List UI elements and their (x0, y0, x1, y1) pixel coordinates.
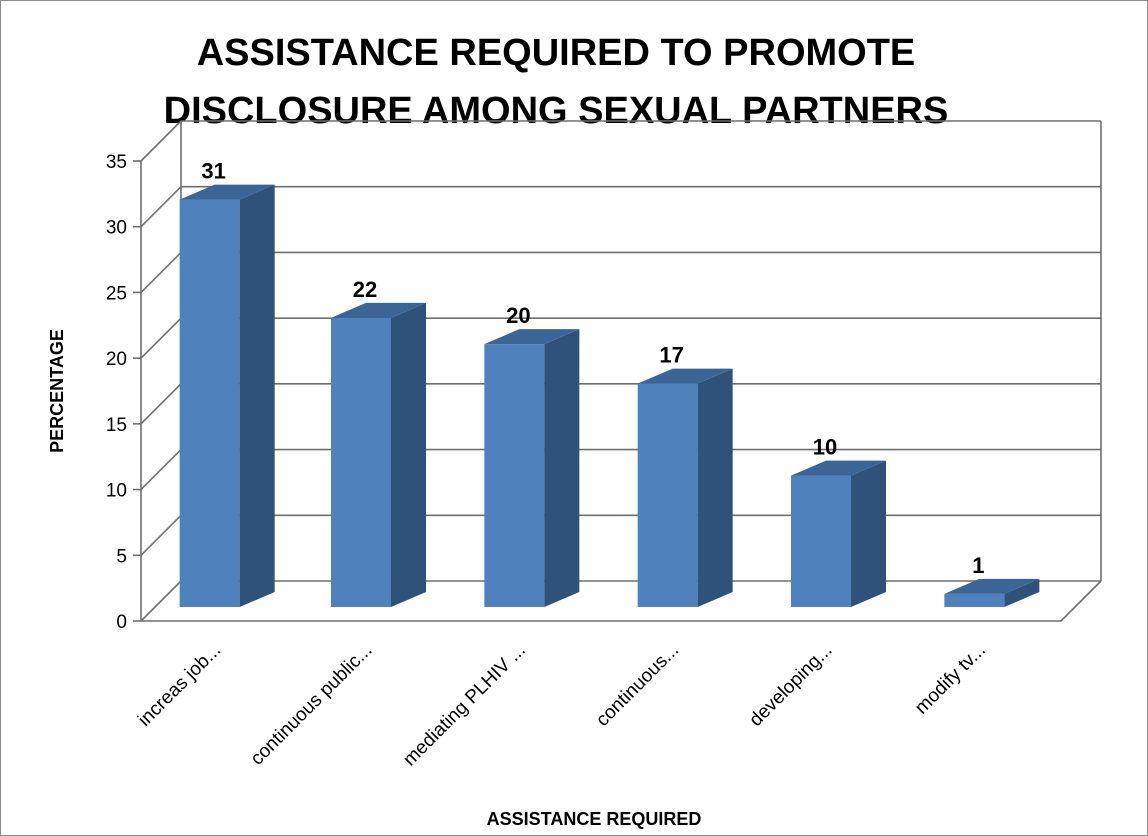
bar-front-4 (791, 475, 851, 607)
bar-front-5 (944, 593, 1005, 607)
bar-series: 31 22 20 17 10 1 (179, 159, 1040, 608)
data-label-0: 31 (201, 159, 225, 184)
bar-top-3 (637, 368, 733, 384)
category-label-4: developing... (745, 640, 836, 731)
y-tick-label: 5 (116, 546, 127, 567)
bar-top-4 (791, 460, 886, 476)
data-label-4: 10 (813, 435, 837, 460)
gridline-side-7 (140, 120, 182, 162)
chart-title-line-1: ASSISTANCE REQUIRED TO PROMOTE (197, 32, 916, 74)
y-tick-label: 20 (106, 349, 127, 370)
category-label-1: continuous public... (247, 640, 377, 770)
gridline-side-2 (140, 449, 182, 491)
bar-side-4 (851, 460, 886, 607)
category-axis-labels: increas job... continuous public... mediat… (134, 640, 990, 771)
bar-side-5 (1004, 578, 1040, 607)
y-tick-label: 15 (106, 415, 127, 436)
value-axis: 0 5 10 15 20 25 30 35 (106, 152, 142, 633)
floor-front-edge (141, 580, 1102, 622)
bar-top-1 (331, 302, 426, 318)
y-tick-label: 35 (106, 152, 127, 173)
y-tick-label: 10 (106, 481, 127, 502)
bar-front-3 (637, 383, 698, 607)
bar-side-2 (544, 329, 580, 607)
gridlines (140, 120, 1102, 622)
gridline-side-3 (140, 383, 182, 425)
category-label-2: mediating PLHIV ... (399, 640, 530, 771)
category-label-0: increas job... (134, 640, 225, 731)
gridline-side-5 (140, 251, 182, 293)
gridline-side-4 (140, 317, 182, 359)
gridline-side-0 (140, 580, 182, 622)
bar-side-0 (239, 184, 275, 608)
bar-top-5 (944, 578, 1040, 594)
chart-title-line-2: DISCLOSURE AMONG SEXUAL PARTNERS (164, 90, 949, 132)
gridline-side-1 (140, 514, 182, 556)
category-label-5: modify tv... (911, 640, 990, 719)
bar-side-1 (391, 302, 426, 607)
category-label-3: continuous... (592, 640, 683, 731)
bar-front-1 (331, 317, 391, 607)
bar-front-2 (484, 344, 545, 607)
gridline-side-6 (140, 186, 182, 228)
y-tick-label: 25 (106, 283, 127, 304)
data-label-2: 20 (506, 303, 530, 328)
y-axis-title: PERCENTAGE (47, 329, 67, 453)
bar-side-3 (697, 368, 733, 607)
bar-top-2 (484, 329, 580, 345)
data-label-3: 17 (659, 343, 683, 368)
bar-front-0 (179, 199, 240, 608)
data-label-1: 22 (353, 277, 377, 302)
x-axis-title: ASSISTANCE REQUIRED (487, 809, 702, 829)
y-tick-label: 30 (106, 218, 127, 239)
y-tick-label: 0 (116, 612, 127, 633)
data-label-5: 1 (972, 553, 984, 578)
bar-top-0 (179, 184, 275, 200)
